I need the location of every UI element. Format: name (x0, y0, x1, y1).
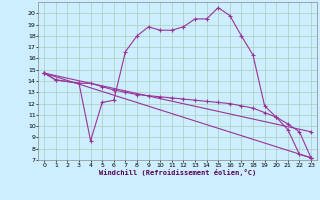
X-axis label: Windchill (Refroidissement éolien,°C): Windchill (Refroidissement éolien,°C) (99, 169, 256, 176)
